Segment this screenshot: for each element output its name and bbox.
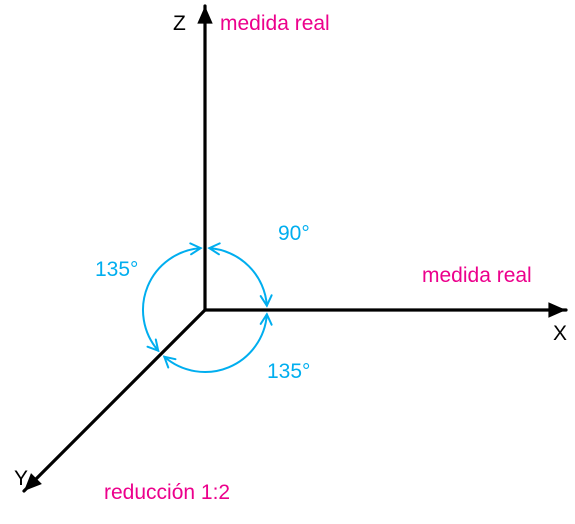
angle-xz-label: 90° [278, 222, 310, 246]
y-axis-label: Y [14, 467, 28, 491]
z-axis-label: Z [173, 12, 186, 36]
x-axis-note: medida real [422, 264, 532, 288]
x-axis-label: X [553, 322, 567, 346]
angle-yz-label: 135° [95, 258, 138, 282]
axonometric-diagram [0, 0, 575, 524]
z-axis-note: medida real [220, 12, 330, 36]
angle-xy-label: 135° [267, 360, 310, 384]
y-axis [24, 310, 205, 491]
y-axis-note: reducción 1:2 [104, 481, 230, 505]
